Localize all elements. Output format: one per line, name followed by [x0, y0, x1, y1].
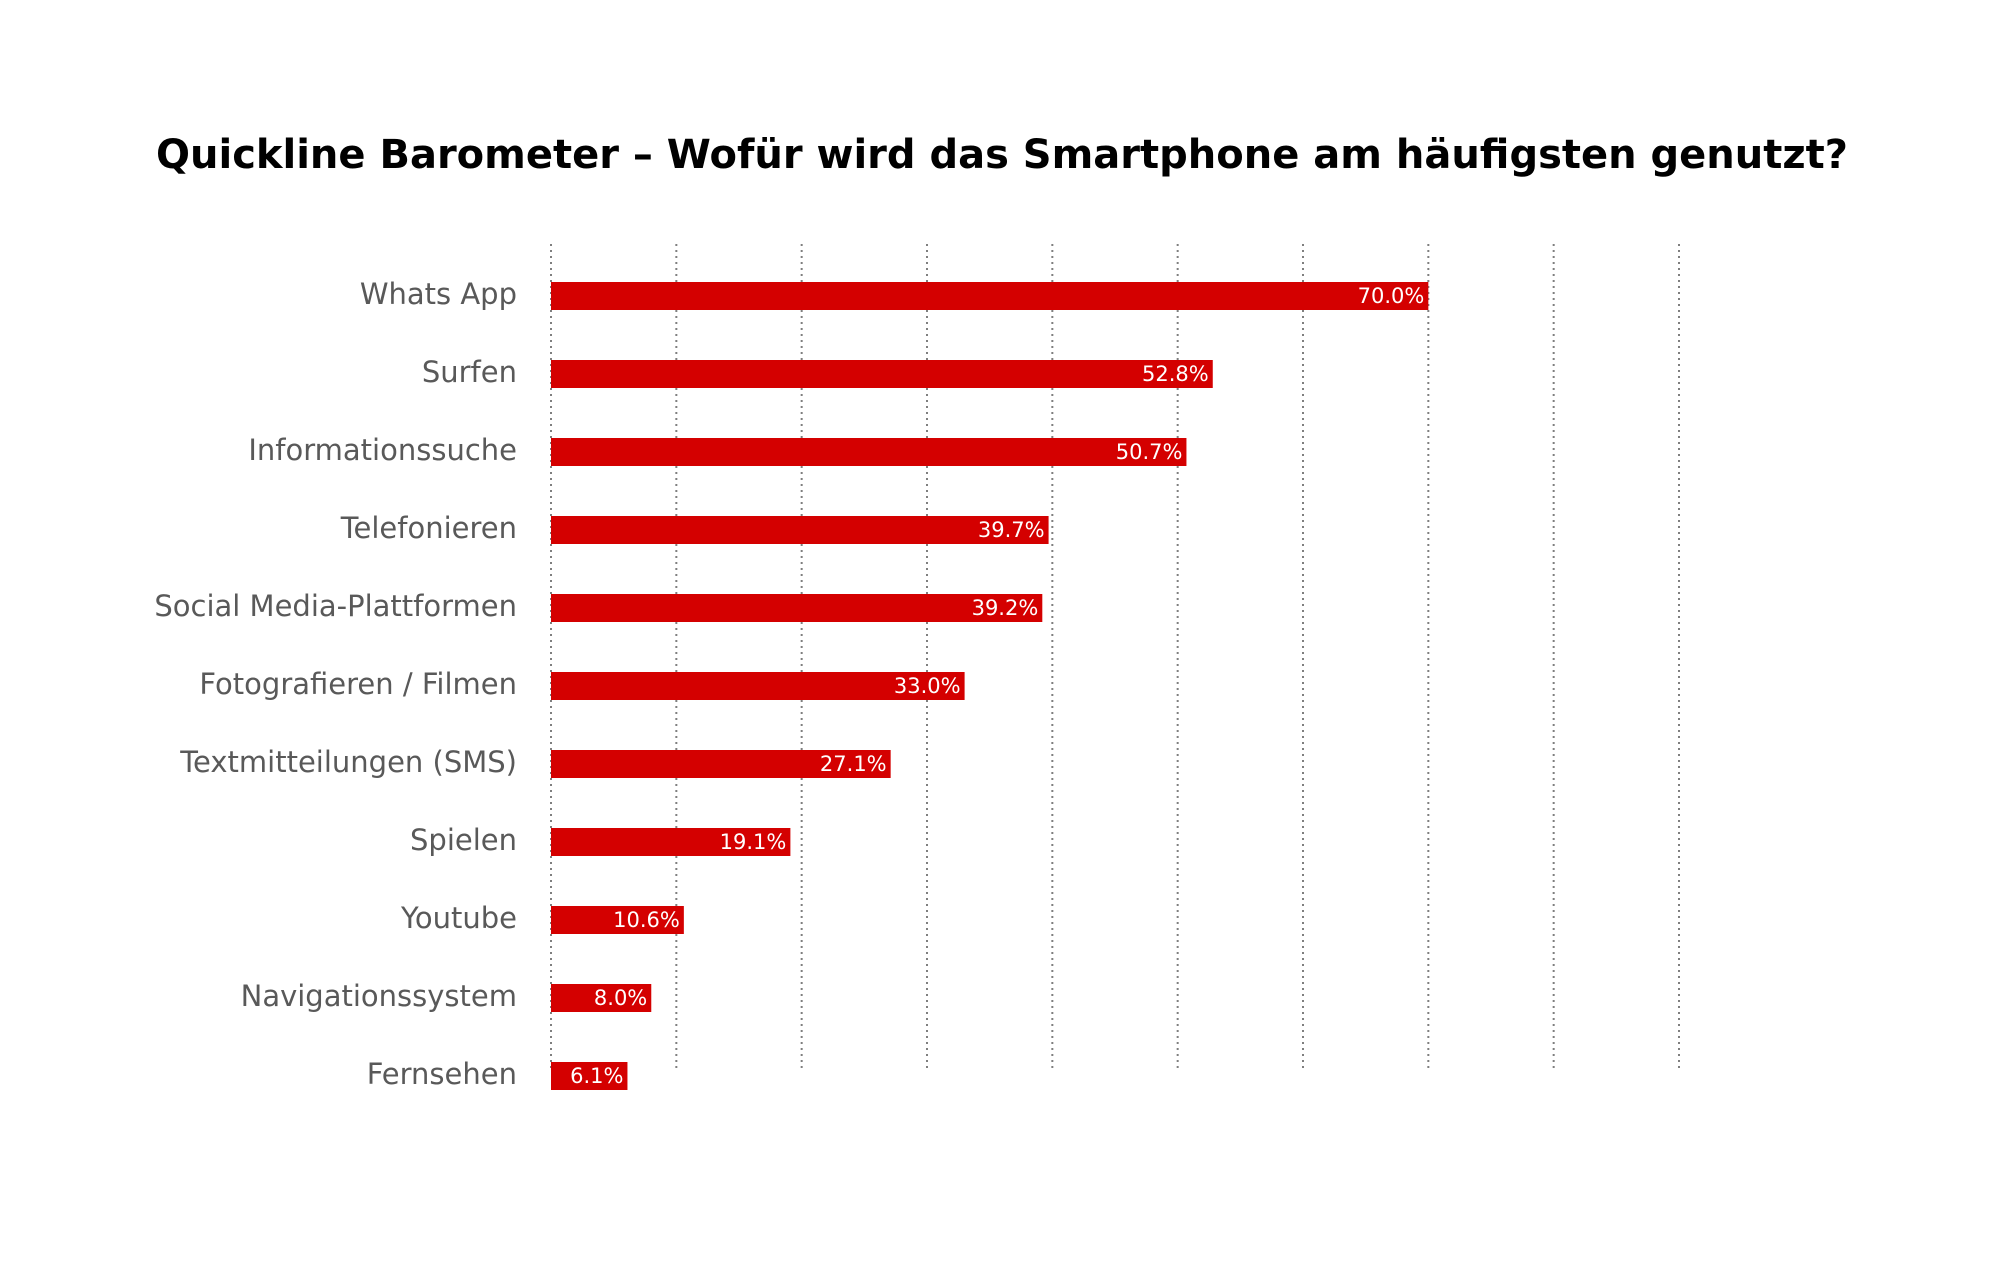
value-label: 52.8%: [1142, 362, 1209, 386]
value-label: 10.6%: [613, 908, 680, 932]
category-label: Spielen: [410, 823, 517, 857]
bar: [551, 984, 652, 1012]
bar: [551, 360, 1213, 388]
value-label: 33.0%: [894, 674, 961, 698]
value-label: 39.7%: [978, 518, 1045, 542]
category-label: Navigationssystem: [241, 979, 517, 1013]
bar: [551, 672, 965, 700]
category-label: Whats App: [360, 277, 517, 311]
value-label: 70.0%: [1358, 284, 1425, 308]
category-label: Fotografieren / Filmen: [199, 667, 517, 701]
bar: [551, 438, 1187, 466]
value-label: 27.1%: [820, 752, 887, 776]
category-label: Surfen: [422, 355, 517, 389]
category-label: Youtube: [400, 901, 517, 935]
bar: [551, 828, 791, 856]
bar: [551, 906, 684, 934]
chart-title: Quickline Barometer – Wofür wird das Sma…: [156, 132, 1848, 178]
value-label: 50.7%: [1116, 440, 1183, 464]
bar: [551, 750, 891, 778]
category-labels: Whats App Surfen Informationssuche Telefoni…: [154, 277, 517, 1091]
value-label: 39.2%: [972, 596, 1039, 620]
category-label: Informationssuche: [248, 433, 517, 467]
category-label: Textmitteilungen (SMS): [179, 745, 517, 779]
value-label: 19.1%: [720, 830, 787, 854]
bar: [551, 516, 1049, 544]
bars: 70.0% 52.8% 50.7% 39.7% 39.2% 33.0% 27.1% 19.1%…: [551, 282, 1429, 1090]
bar: [551, 594, 1043, 622]
value-label: 6.1%: [570, 1064, 623, 1088]
bar: [551, 282, 1429, 310]
bar: [551, 1062, 628, 1090]
category-label: Fernsehen: [367, 1057, 517, 1091]
category-label: Social Media-Plattformen: [154, 589, 517, 623]
category-label: Telefonieren: [340, 511, 517, 545]
value-label: 8.0%: [594, 986, 647, 1010]
